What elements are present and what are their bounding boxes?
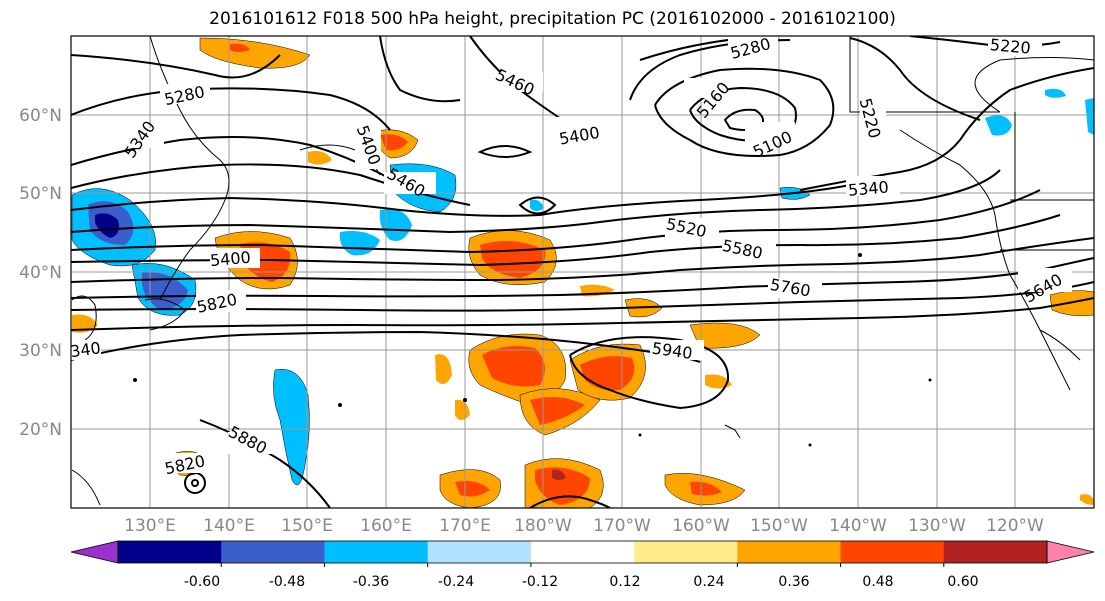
colorbar (70, 540, 1095, 567)
colorbar-segment (427, 541, 532, 563)
latitude-labels: 60°N 50°N 40°N 30°N 20°N (19, 106, 62, 440)
colorbar-segment (737, 541, 842, 563)
lat-label-50n: 50°N (19, 184, 62, 204)
map-title: 2016101612 F018 500 hPa height, precipit… (209, 9, 896, 29)
lat-label-20n: 20°N (19, 420, 62, 440)
lon-label: 170°E (439, 516, 491, 536)
lon-label: 180°W (514, 516, 572, 536)
colorbar-segment (221, 541, 325, 563)
lon-label: 160°E (360, 516, 412, 536)
colorbar-labels: -0.60 -0.48 -0.36 -0.24 -0.12 0.12 0.24 … (184, 574, 979, 590)
colorbar-tick-label: 0.48 (862, 574, 893, 590)
island-markers (133, 253, 932, 447)
lon-label: 130°E (124, 516, 176, 536)
contour-label: 5340 (847, 177, 889, 199)
lat-label-60n: 60°N (19, 106, 62, 126)
lon-label: 170°W (593, 516, 651, 536)
lon-label: 140°E (203, 516, 255, 536)
colorbar-tick-label: 0.12 (609, 574, 640, 590)
longitude-labels: 130°E 140°E 150°E 160°E 170°E 180°W 170°… (124, 516, 1044, 536)
contour-label: 5220 (989, 35, 1031, 57)
lon-label: 140°W (829, 516, 887, 536)
colorbar-segment (324, 541, 429, 563)
colorbar-tick-label: -0.36 (353, 574, 389, 590)
colorbar-segment (634, 541, 738, 563)
colorbar-tick-label: 0.24 (693, 574, 724, 590)
colorbar-tick-label: -0.12 (522, 574, 558, 590)
colorbar-segment (118, 541, 222, 563)
colorbar-extend-high (1046, 540, 1095, 564)
colorbar-tick-label: -0.48 (269, 574, 305, 590)
colorbar-segment (840, 541, 945, 563)
colorbar-segment (530, 541, 635, 563)
lon-label: 150°W (750, 516, 808, 536)
colorbar-extend-low (70, 540, 119, 564)
colorbar-segment (943, 541, 1048, 563)
lat-label-40n: 40°N (19, 263, 62, 283)
lon-label: 130°W (908, 516, 966, 536)
lon-label: 160°W (672, 516, 730, 536)
lon-label: 150°E (281, 516, 333, 536)
colorbar-tick-label: 0.36 (778, 574, 809, 590)
map-frame (70, 35, 1095, 509)
colorbar-tick-label: 0.60 (947, 574, 978, 590)
colorbar-tick-label: -0.60 (184, 574, 220, 590)
colorbar-frame (117, 540, 1048, 564)
contour-label: 5400 (209, 248, 251, 270)
map-content: 5280 5340 5460 5400 5160 5100 5220 5280 … (71, 35, 1094, 508)
map-gridlines (71, 36, 1094, 508)
colorbar-tick-label: -0.24 (438, 574, 474, 590)
lat-label-30n: 30°N (19, 341, 62, 361)
lon-label: 120°W (986, 516, 1044, 536)
